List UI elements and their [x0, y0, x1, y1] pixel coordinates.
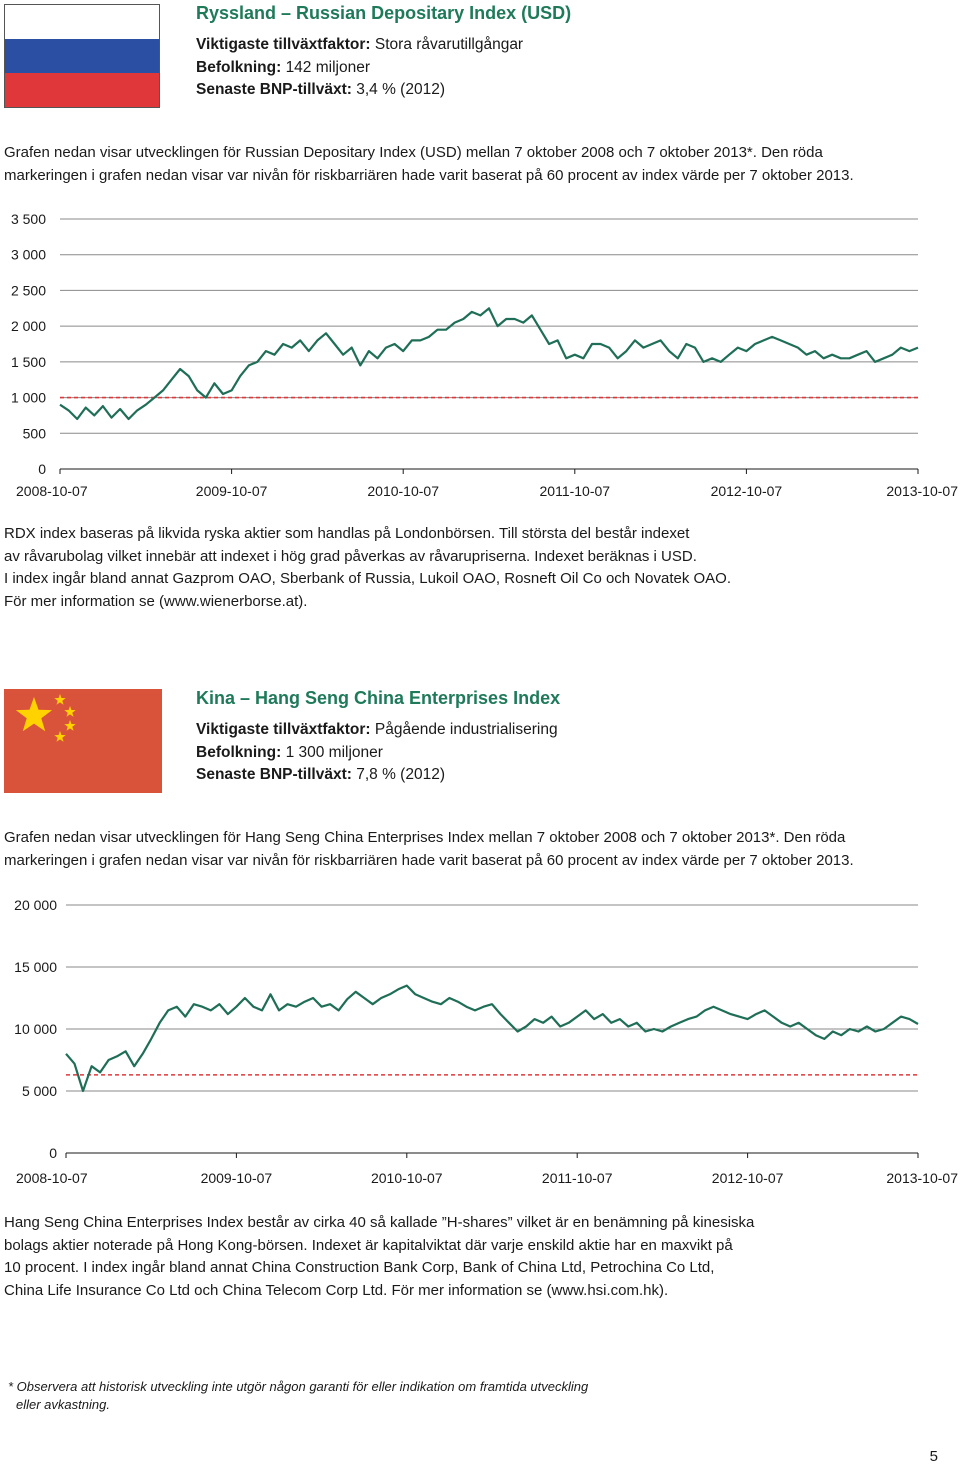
y-tick-label: 1 000 [11, 390, 46, 406]
x-tick-label: 2009-10-07 [196, 483, 268, 499]
china-description: Hang Seng China Enterprises Index består… [4, 1212, 754, 1302]
russia-description: RDX index baseras på likvida ryska aktie… [4, 523, 731, 613]
y-tick-label: 3 500 [11, 211, 46, 227]
y-tick-label: 15 000 [14, 959, 57, 975]
small-star-icon [64, 706, 76, 717]
y-tick-label: 10 000 [14, 1021, 57, 1037]
y-tick-label: 3 000 [11, 247, 46, 263]
x-tick-label: 2008-10-07 [16, 483, 88, 499]
russia-factor: Viktigaste tillväxtfaktor: Stora råvarut… [196, 34, 523, 57]
small-star-icon [54, 694, 66, 705]
population-label: Befolkning: [196, 58, 282, 76]
china-flag-stars-icon [15, 694, 76, 742]
china-intro: Grafen nedan visar utvecklingen för Hang… [4, 827, 854, 872]
factor-value: Stora råvarutillgångar [374, 36, 524, 53]
description-line: 10 procent. I index ingår bland annat Ch… [4, 1259, 715, 1276]
china-meta: Viktigaste tillväxtfaktor: Pågående indu… [196, 719, 558, 787]
russia-intro: Grafen nedan visar utvecklingen för Russ… [4, 142, 854, 187]
x-tick-label: 2011-10-07 [542, 1170, 613, 1186]
gdp-label: Senaste BNP-tillväxt: [196, 81, 352, 98]
intro-line: markeringen i grafen nedan visar var niv… [4, 166, 854, 184]
x-tick-label: 2011-10-07 [540, 483, 611, 499]
flag-band-white [5, 5, 159, 39]
y-tick-label: 5 000 [22, 1083, 57, 1099]
y-tick-label: 0 [38, 461, 46, 477]
small-star-icon [54, 731, 66, 742]
footnote-line: eller avkastning. [16, 1397, 110, 1412]
russia-gdp: Senaste BNP-tillväxt: 3,4 % (2012) [196, 79, 523, 102]
intro-line: Grafen nedan visar utvecklingen för Russ… [4, 144, 823, 161]
y-tick-label: 2 500 [11, 282, 46, 298]
intro-line: markeringen i grafen nedan visar var niv… [4, 851, 854, 869]
factor-label: Viktigaste tillväxtfaktor: [196, 36, 371, 53]
factor-value: Pågående industrialisering [374, 721, 558, 738]
description-line: Hang Seng China Enterprises Index består… [4, 1214, 755, 1231]
gdp-label: Senaste BNP-tillväxt: [196, 766, 352, 783]
flag-band-red [5, 73, 159, 107]
x-tick-label: 2010-10-07 [371, 1170, 443, 1186]
footnote: * Observera att historisk utveckling int… [8, 1378, 588, 1414]
y-tick-label: 1 500 [11, 354, 46, 370]
series-line [65, 984, 919, 1093]
series-line [59, 307, 919, 421]
x-tick-label: 2010-10-07 [367, 483, 439, 499]
x-tick-label: 2009-10-07 [201, 1170, 273, 1186]
x-tick-label: 2013-10-07 [886, 483, 958, 499]
large-star-icon [15, 697, 53, 732]
russia-title: Ryssland – Russian Depositary Index (USD… [196, 3, 572, 23]
china-chart: 0 5 000 10 000 15 000 20 000 2008-10-07 2009-1… [0, 885, 960, 1195]
intro-line: Grafen nedan visar utvecklingen för Hang… [4, 829, 846, 846]
x-tick-label: 2008-10-07 [16, 1170, 88, 1186]
russia-chart-svg: 0 500 1 000 1 500 2 000 2 500 3 000 3 500 2008-1… [11, 211, 958, 499]
factor-label: Viktigaste tillväxtfaktor: [196, 721, 371, 738]
gdp-value: 3,4 % (2012) [356, 81, 445, 98]
russia-meta: Viktigaste tillväxtfaktor: Stora råvarut… [196, 34, 523, 102]
population-value: 1 300 miljoner [285, 743, 383, 761]
population-label: Befolkning: [196, 743, 282, 761]
china-gdp: Senaste BNP-tillväxt: 7,8 % (2012) [196, 764, 558, 787]
population-value: 142 miljoner [285, 58, 370, 76]
description-line: RDX index baseras på likvida ryska aktie… [4, 525, 690, 542]
china-population: Befolkning: 1 300 miljoner [196, 742, 558, 765]
description-line: bolags aktier noterade på Hong Kong-börs… [4, 1236, 733, 1254]
x-tick-label: 2013-10-07 [886, 1170, 958, 1186]
x-tick-label: 2012-10-07 [712, 1170, 784, 1186]
description-line: I index ingår bland annat Gazprom OAO, S… [4, 570, 732, 587]
page-number: 5 [929, 1448, 938, 1465]
small-star-icon [64, 720, 76, 731]
y-tick-label: 20 000 [14, 897, 57, 913]
china-chart-svg: 0 5 000 10 000 15 000 20 000 2008-10-07 2009-1… [14, 897, 958, 1186]
y-tick-label: 0 [49, 1145, 57, 1161]
china-flag-icon [4, 689, 162, 793]
y-tick-label: 500 [23, 425, 47, 441]
y-tick-label: 2 000 [11, 318, 46, 334]
footnote-line: * Observera att historisk utveckling int… [8, 1379, 589, 1394]
description-line: För mer information se (www.wienerborse.… [4, 592, 308, 610]
description-line: China Life Insurance Co Ltd och China Te… [4, 1281, 669, 1299]
china-title: Kina – Hang Seng China Enterprises Index [196, 688, 561, 708]
russia-chart: 0 500 1 000 1 500 2 000 2 500 3 000 3 500 2008-1… [0, 200, 960, 510]
x-tick-label: 2012-10-07 [711, 483, 783, 499]
gdp-value: 7,8 % (2012) [356, 766, 445, 783]
description-line: av råvarubolag vilket innebär att indexe… [4, 547, 697, 565]
russia-flag-icon [4, 4, 160, 108]
russia-population: Befolkning: 142 miljoner [196, 57, 523, 80]
china-factor: Viktigaste tillväxtfaktor: Pågående indu… [196, 719, 558, 742]
flag-band-blue [5, 39, 159, 73]
